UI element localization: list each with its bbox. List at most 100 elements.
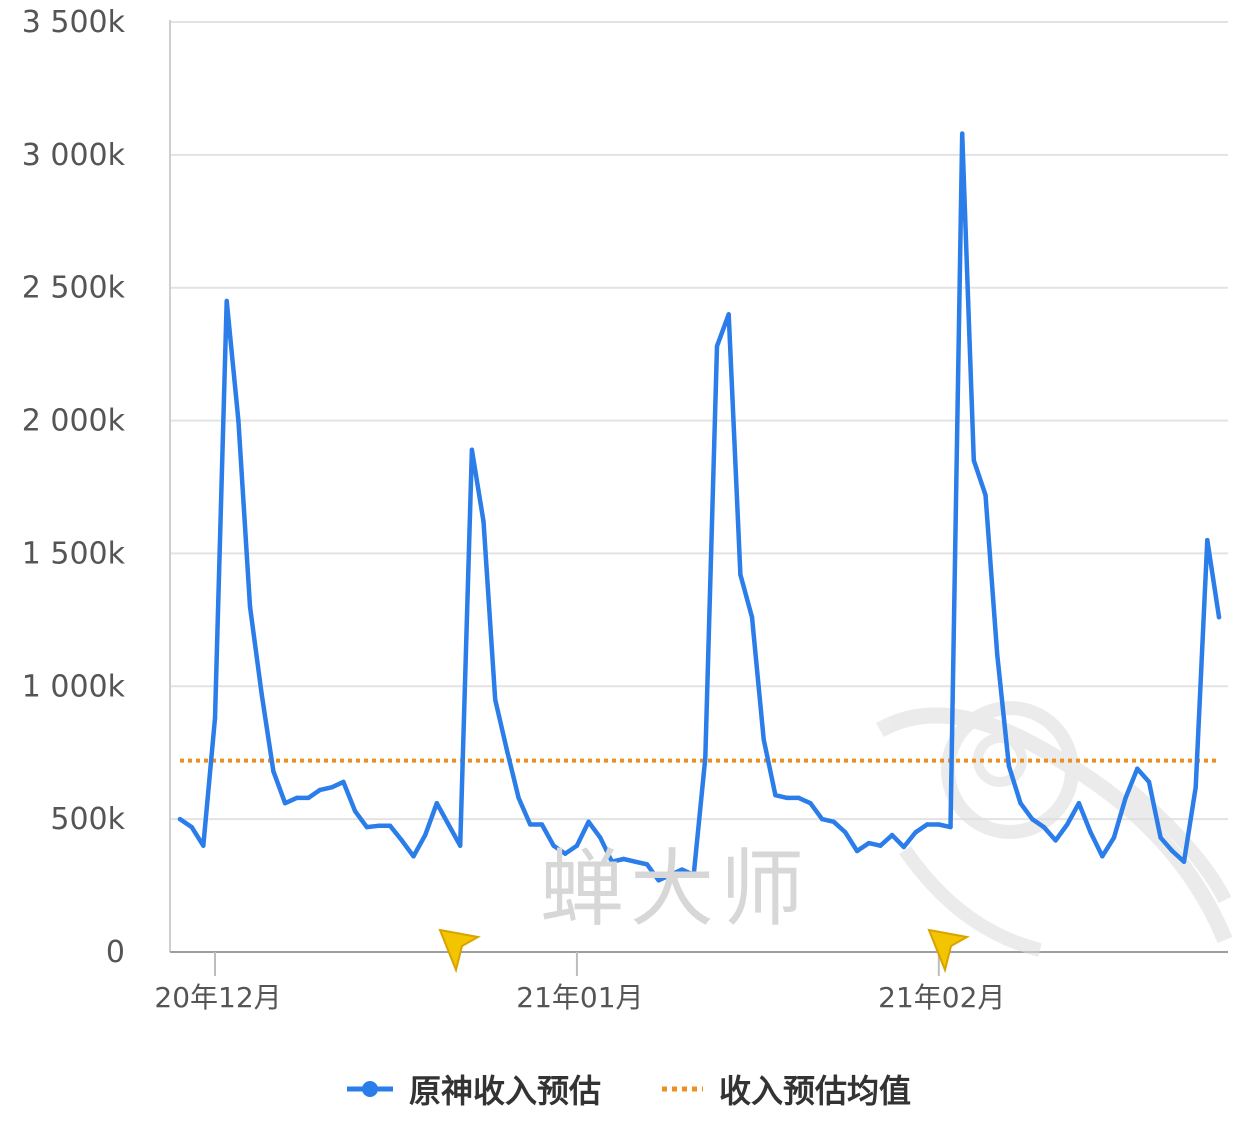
y-tick-label: 0 [106, 935, 125, 970]
data-point [364, 824, 369, 830]
data-point [913, 830, 918, 835]
data-point [1076, 801, 1082, 806]
data-point [621, 856, 626, 862]
data-point [1123, 795, 1128, 801]
data-point [1018, 801, 1023, 806]
data-point [784, 795, 790, 801]
cicada-watermark-icon [876, 701, 1233, 957]
data-point [1088, 830, 1093, 835]
data-point [714, 343, 720, 349]
data-point [446, 822, 451, 827]
data-point [1111, 835, 1117, 840]
data-point [948, 824, 953, 830]
data-point [493, 697, 498, 702]
data-point [387, 823, 393, 828]
y-tick-label: 500k [50, 802, 125, 837]
data-point [399, 838, 405, 843]
data-point [201, 843, 206, 848]
data-point [994, 652, 1000, 657]
data-point [609, 859, 615, 864]
legend-label-average: 收入预估均值 [719, 1072, 912, 1110]
data-point [738, 572, 743, 577]
data-point [341, 779, 346, 785]
data-point [866, 840, 871, 846]
revenue-line [177, 131, 1222, 883]
y-tick-label: 2 500k [22, 271, 126, 306]
data-point [236, 418, 241, 423]
data-point [644, 862, 650, 867]
data-point [271, 769, 276, 774]
data-point [434, 801, 440, 806]
x-axis-ticks: 20年12月 21年01月 21年02月 [154, 952, 1005, 1014]
line-chart: 0 500k 1 000k 1 500k 2 000k 2 500k 3 000k 3 500… [22, 5, 1233, 1014]
data-point [1216, 615, 1222, 620]
legend-label-revenue: 原神收入预估 [408, 1072, 601, 1110]
legend-item-revenue[interactable]: 原神收入预估 [345, 1066, 601, 1112]
data-point [1100, 854, 1105, 859]
data-point [1053, 838, 1058, 843]
event-flag-icon[interactable] [927, 928, 970, 974]
data-point [259, 692, 264, 697]
data-point [633, 859, 638, 864]
data-point [598, 835, 603, 840]
y-tick-label: 3 500k [22, 5, 126, 40]
data-point [1193, 785, 1198, 790]
data-point [819, 816, 825, 822]
legend-item-average[interactable]: 收入预估均值 [659, 1066, 911, 1112]
data-point [212, 715, 218, 721]
data-point [761, 737, 766, 742]
data-point [516, 795, 521, 801]
data-point [352, 808, 358, 814]
series-layer [177, 131, 1222, 883]
event-flag-icon[interactable] [438, 928, 481, 974]
y-tick-label: 1 500k [22, 536, 126, 571]
data-point [177, 816, 183, 822]
data-point [959, 131, 965, 136]
data-point [224, 298, 229, 304]
data-point [726, 312, 731, 317]
data-point [457, 843, 463, 848]
data-point [749, 615, 755, 620]
data-point [282, 801, 288, 806]
data-point [1135, 766, 1140, 771]
x-tick-label: 21年01月 [516, 981, 643, 1014]
data-point [703, 755, 708, 761]
data-point [831, 819, 836, 824]
y-axis-ticks: 0 500k 1 000k 1 500k 2 000k 2 500k 3 000k 3 500… [22, 5, 126, 970]
data-point [539, 822, 545, 827]
data-point [901, 844, 906, 850]
data-point [586, 819, 591, 824]
data-point [329, 785, 334, 790]
data-point [1181, 859, 1187, 864]
data-point [668, 872, 673, 878]
dotted-line-icon [662, 1086, 703, 1092]
data-point [1041, 824, 1047, 830]
watermark-text: 蝉大师 [540, 840, 811, 938]
data-point [983, 492, 988, 498]
data-point [1065, 822, 1070, 827]
data-point [679, 867, 685, 872]
data-point [563, 851, 568, 856]
y-tick-label: 3 000k [22, 138, 126, 173]
grid-lines [170, 21, 1228, 821]
data-point [1006, 763, 1012, 769]
data-point [878, 843, 883, 848]
y-tick-label: 2 000k [22, 404, 126, 439]
data-point [422, 832, 428, 838]
data-point [481, 519, 486, 524]
data-point [306, 795, 311, 801]
axes [169, 20, 1228, 953]
line-dot-icon [346, 1081, 393, 1097]
data-point [1170, 848, 1175, 854]
data-point [656, 878, 661, 883]
data-point [189, 824, 194, 830]
data-point [247, 604, 253, 609]
x-tick-label: 21年02月 [878, 981, 1005, 1014]
data-point [691, 872, 696, 878]
data-point [936, 822, 942, 827]
data-point [376, 823, 381, 828]
data-point [1205, 537, 1210, 543]
data-point [924, 822, 930, 827]
data-point [317, 787, 323, 793]
data-point [551, 843, 556, 848]
